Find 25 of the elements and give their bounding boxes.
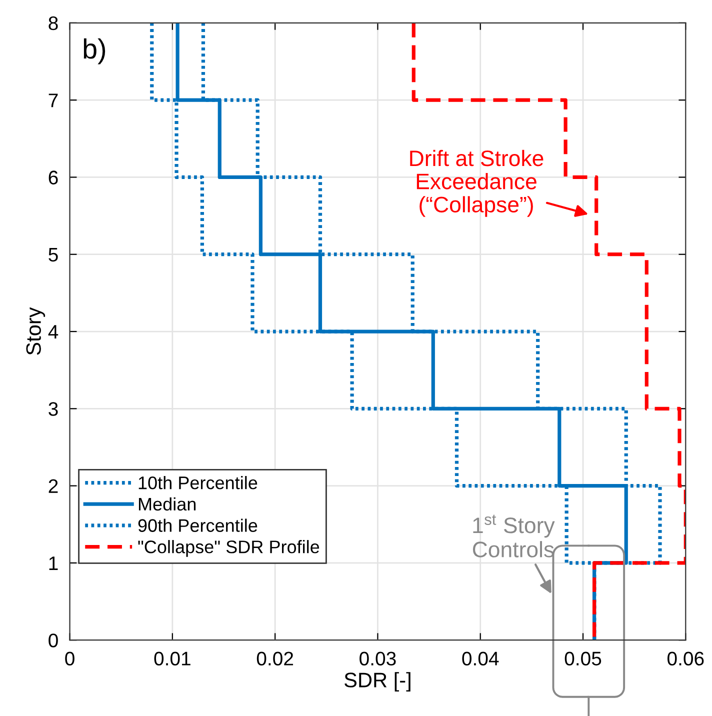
x-tick-label: 0.04 — [462, 652, 499, 666]
y-tick-label: 6 — [48, 170, 58, 184]
y-tick-label: 2 — [48, 479, 58, 493]
x-tick-label: 0.05 — [564, 652, 602, 666]
annotation: b) — [84, 38, 106, 64]
y-tick-label: 0 — [48, 634, 58, 648]
x-tick-label: 0.01 — [154, 652, 190, 666]
annotation: 1$^{st}$ Story Controls — [472, 514, 555, 558]
legend-label: 90th Percentile — [138, 518, 258, 532]
legend-label: Median — [138, 497, 196, 511]
legend-label: 10th Percentile — [138, 476, 258, 490]
y-tick-label: 7 — [48, 94, 58, 108]
annotation: Drift at Stroke Exceedance (“Collapse”) — [410, 150, 544, 217]
y-axis-title: Story — [26, 307, 46, 355]
x-axis-title: SDR [-] — [344, 672, 410, 692]
x-tick-label: 0.02 — [256, 652, 294, 666]
legend-label: "Collapse" SDR Profile — [138, 540, 320, 557]
x-tick-label: 0.03 — [360, 652, 396, 666]
y-tick-label: 4 — [48, 325, 58, 339]
y-tick-label: 8 — [48, 16, 58, 30]
x-tick-label: 0.06 — [667, 652, 704, 666]
y-tick-label: 5 — [48, 248, 58, 262]
x-tick-label: 0 — [65, 652, 74, 666]
y-tick-label: 1 — [49, 556, 58, 570]
y-tick-label: 3 — [48, 402, 58, 416]
